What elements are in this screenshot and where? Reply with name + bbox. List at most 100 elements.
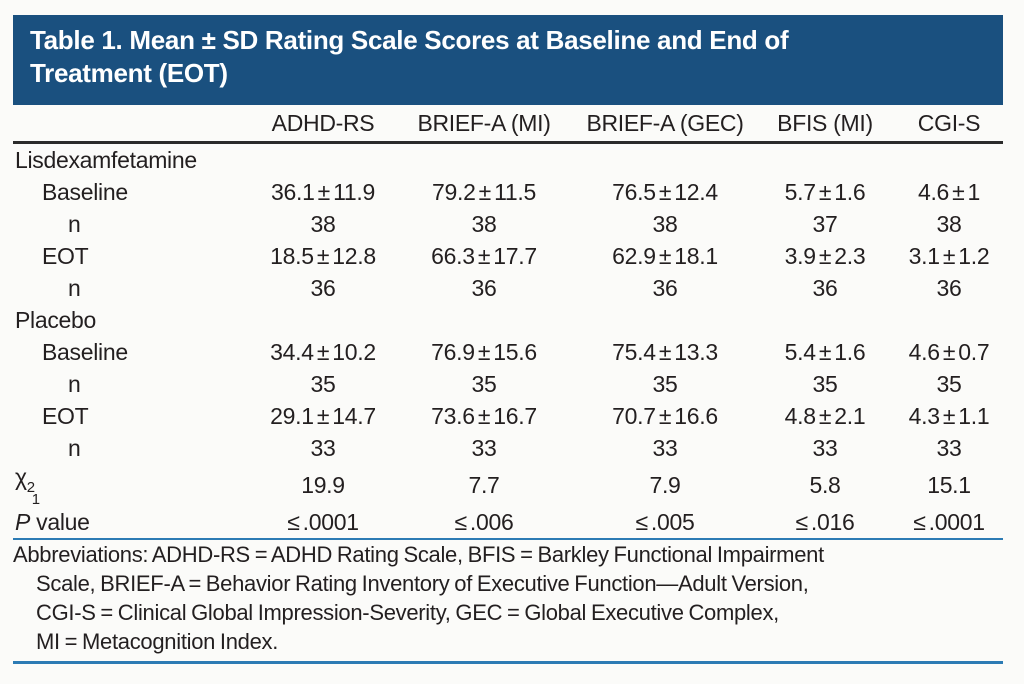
- column-header-adhd-rs: ADHD-RS: [253, 105, 393, 144]
- column-header-cgi-s: CGI-S: [895, 105, 1003, 144]
- table-row-placebo: Placebo: [13, 304, 1003, 336]
- table-row-ldx-eot: EOT 18.5 ± 12.8 66.3 ± 17.7 62.9 ± 18.1 …: [13, 240, 1003, 272]
- p-symbol: P: [15, 508, 31, 535]
- table-cell: 34.4 ± 10.2: [270, 338, 376, 365]
- bottom-rule: [13, 661, 1003, 664]
- table-cell: 62.9 ± 18.1: [612, 242, 718, 269]
- row-label: n: [68, 210, 81, 237]
- table-cell: [253, 143, 393, 177]
- table-cell: 66.3 ± 17.7: [431, 242, 537, 269]
- table-row-ldx-baseline-n: n 38 38 38 37 38: [13, 208, 1003, 240]
- table-row-pbo-eot: EOT 29.1 ± 14.7 73.6 ± 16.7 70.7 ± 16.6 …: [13, 400, 1003, 432]
- row-label: n: [68, 370, 81, 397]
- table-cell: 4.3 ± 1.1: [908, 402, 990, 429]
- table-cell: 33: [936, 434, 962, 461]
- table-cell: ≤ .0001: [253, 506, 393, 540]
- table-title-line1: Table 1. Mean ± SD Rating Scale Scores a…: [30, 25, 789, 55]
- table-cell: 35: [471, 370, 497, 397]
- abbreviations-line: Scale, BRIEF-A = Behavior Rating Invento…: [36, 571, 809, 596]
- column-header-brief-a-mi: BRIEF-A (MI): [393, 105, 575, 144]
- row-label: n: [68, 434, 81, 461]
- table-cell: 38: [936, 210, 962, 237]
- row-label: n: [68, 274, 81, 301]
- table-row-p-value: P value ≤ .0001 ≤ .006 ≤ .005 ≤ .016 ≤ .…: [13, 506, 1003, 540]
- table-cell: 79.2 ± 11.5: [432, 178, 536, 205]
- table-cell: [755, 143, 895, 177]
- row-label: Placebo: [15, 306, 97, 333]
- table-cell: 36: [812, 274, 838, 301]
- p-value-text: value: [30, 508, 90, 535]
- table-cell: ≤ .0001: [895, 506, 1003, 540]
- table-cell: 33: [652, 434, 678, 461]
- table-row-ldx-baseline: Baseline 36.1 ± 11.9 79.2 ± 11.5 76.5 ± …: [13, 176, 1003, 208]
- column-header-bfis-mi: BFIS (MI): [755, 105, 895, 144]
- table-row-lisdexamfetamine: Lisdexamfetamine: [13, 143, 1003, 177]
- column-header-brief-a-gec: BRIEF-A (GEC): [575, 105, 755, 144]
- table-cell: 7.9: [649, 471, 681, 498]
- chi-subscript: 1: [31, 491, 41, 508]
- table-cell: 4.8 ± 2.1: [784, 402, 866, 429]
- table-cell: 35: [652, 370, 678, 397]
- table-cell: 36: [471, 274, 497, 301]
- table-cell: [253, 304, 393, 336]
- table-cell: 29.1 ± 14.7: [270, 402, 376, 429]
- table-cell: 76.9 ± 15.6: [431, 338, 537, 365]
- table-cell: 4.6 ± 1: [917, 178, 981, 205]
- table-cell: 33: [310, 434, 336, 461]
- table-cell: [755, 304, 895, 336]
- table-cell: 38: [310, 210, 336, 237]
- row-label-p-value: P value: [13, 506, 253, 540]
- table-cell: 3.1 ± 1.2: [908, 242, 990, 269]
- abbreviations-note: Abbreviations: ADHD-RS = ADHD Rating Sca…: [13, 540, 1003, 656]
- table-row-pbo-eot-n: n 33 33 33 33 33: [13, 432, 1003, 464]
- table-title-band: Table 1. Mean ± SD Rating Scale Scores a…: [13, 15, 1003, 105]
- chi-superscript: 2: [26, 479, 36, 496]
- table-cell: [895, 143, 1003, 177]
- table-cell: 33: [812, 434, 838, 461]
- table-cell: 36: [310, 274, 336, 301]
- table-cell: 70.7 ± 16.6: [612, 402, 718, 429]
- table-cell: ≤ .016: [755, 506, 895, 540]
- table-cell: 5.8: [809, 471, 841, 498]
- table-cell: 35: [936, 370, 962, 397]
- table-cell: 33: [471, 434, 497, 461]
- table-cell: [393, 304, 575, 336]
- table-cell: [575, 143, 755, 177]
- table-cell: 36: [652, 274, 678, 301]
- table-cell: 5.4 ± 1.6: [784, 338, 866, 365]
- table-title-line2: Treatment (EOT): [30, 58, 228, 88]
- row-label: Baseline: [42, 338, 128, 365]
- table-cell: 38: [652, 210, 678, 237]
- row-label: EOT: [42, 242, 89, 269]
- abbreviations-line: MI = Metacognition Index.: [36, 629, 279, 654]
- scores-table: ADHD-RS BRIEF-A (MI) BRIEF-A (GEC) BFIS …: [13, 105, 1003, 540]
- row-label: EOT: [42, 402, 89, 429]
- abbreviations-line: Abbreviations: ADHD-RS = ADHD Rating Sca…: [13, 542, 824, 567]
- table-cell: 4.6 ± 0.7: [908, 338, 990, 365]
- table-cell: 38: [471, 210, 497, 237]
- table-cell: 35: [812, 370, 838, 397]
- table-row-pbo-baseline: Baseline 34.4 ± 10.2 76.9 ± 15.6 75.4 ± …: [13, 336, 1003, 368]
- table-row-ldx-eot-n: n 36 36 36 36 36: [13, 272, 1003, 304]
- header-row: ADHD-RS BRIEF-A (MI) BRIEF-A (GEC) BFIS …: [13, 105, 1003, 144]
- table-cell: 3.9 ± 2.3: [784, 242, 866, 269]
- table-cell: 15.1: [927, 471, 971, 498]
- table-cell: ≤ .005: [575, 506, 755, 540]
- abbreviations-line: CGI-S = Clinical Global Impression-Sever…: [36, 600, 779, 625]
- table-row-pbo-baseline-n: n 35 35 35 35 35: [13, 368, 1003, 400]
- table-cell: 7.7: [468, 471, 500, 498]
- table-cell: 5.7 ± 1.6: [784, 178, 866, 205]
- table-cell: [575, 304, 755, 336]
- table-cell: 75.4 ± 13.3: [612, 338, 718, 365]
- row-label: Lisdexamfetamine: [15, 146, 197, 173]
- table-cell: 19.9: [301, 471, 345, 498]
- header-empty: [13, 105, 253, 144]
- table-cell: 36.1 ± 11.9: [271, 178, 375, 205]
- table-cell: ≤ .006: [393, 506, 575, 540]
- table-cell: 35: [310, 370, 336, 397]
- chi-symbol: χ: [15, 464, 27, 490]
